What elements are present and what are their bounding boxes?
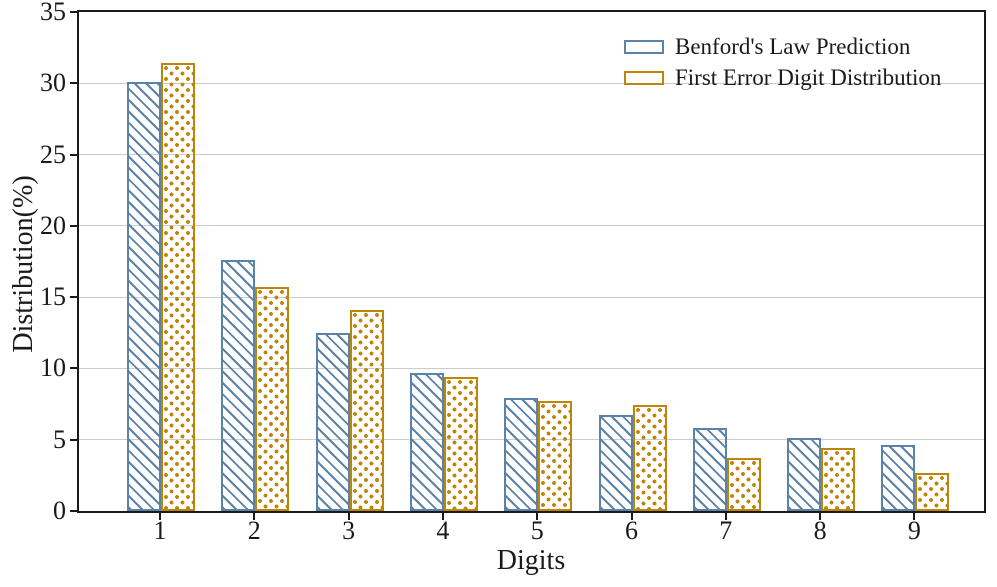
legend-item-benford: Benford's Law Prediction: [624, 35, 941, 59]
bar-benford-digit-5: [504, 398, 539, 511]
y-tick-10: [70, 367, 77, 370]
y-tick-35: [70, 11, 77, 13]
bar-benford-digit-3: [315, 332, 350, 511]
bar-benford-digit-1: [127, 81, 161, 511]
x-tick-9: [913, 513, 916, 520]
legend: Benford's Law Prediction First Error Dig…: [624, 35, 941, 90]
bar-benford-digit-2: [221, 260, 256, 511]
x-axis-label: Digits: [496, 545, 566, 576]
x-tick-label-6: 6: [625, 516, 638, 545]
y-tick-25: [70, 153, 77, 156]
bar-error-digit-digit-9: [915, 472, 950, 511]
x-tick-label-4: 4: [436, 516, 450, 545]
x-tick-3: [347, 513, 350, 520]
gridline-y-20: [79, 225, 984, 227]
x-tick-label-9: 9: [907, 516, 921, 545]
y-tick-label-0: 0: [53, 496, 66, 525]
legend-label-error-digit: First Error Digit Distribution: [675, 65, 942, 90]
plot-area: [77, 10, 986, 513]
y-tick-5: [70, 438, 77, 441]
y-tick-20: [70, 224, 77, 227]
y-axis-label: Distribution(%): [8, 175, 39, 353]
x-tick-label-2: 2: [247, 516, 261, 545]
x-tick-label-5: 5: [530, 516, 544, 545]
y-tick-label-30: 30: [40, 68, 66, 98]
bar-error-digit-digit-8: [821, 448, 856, 511]
x-tick-label-1: 1: [153, 516, 167, 545]
x-tick-2: [253, 513, 256, 520]
x-tick-label-3: 3: [342, 516, 356, 545]
bar-benford-digit-7: [692, 428, 727, 511]
x-tick-label-7: 7: [719, 516, 733, 545]
bar-error-digit-digit-6: [632, 405, 667, 511]
bar-error-digit-digit-1: [161, 63, 195, 511]
gridline-y-25: [79, 154, 984, 156]
y-tick-label-10: 10: [40, 353, 66, 383]
gridline-y-15: [79, 296, 984, 298]
x-tick-label-8: 8: [813, 516, 827, 545]
bar-benford-digit-6: [598, 415, 633, 511]
x-tick-6: [630, 513, 633, 520]
y-tick-label-35: 35: [40, 0, 66, 26]
bar-error-digit-digit-2: [255, 287, 290, 511]
y-tick-15: [70, 296, 77, 299]
bar-error-digit-digit-7: [726, 458, 761, 511]
y-tick-label-15: 15: [40, 282, 66, 312]
x-tick-1: [159, 513, 161, 520]
legend-swatch-diagonal-hatch-icon: [624, 40, 664, 54]
x-tick-5: [536, 513, 539, 520]
bar-error-digit-digit-4: [443, 376, 478, 511]
bar-benford-digit-9: [881, 445, 916, 511]
y-tick-30: [70, 82, 77, 85]
x-tick-8: [819, 513, 822, 520]
bar-error-digit-digit-5: [538, 401, 573, 511]
gridline-y-10: [79, 367, 984, 369]
y-tick-0: [70, 510, 77, 512]
bar-benford-digit-8: [787, 438, 822, 511]
bar-error-digit-digit-3: [349, 309, 384, 511]
y-tick-label-5: 5: [53, 424, 66, 454]
y-tick-label-20: 20: [40, 210, 66, 240]
legend-swatch-dot-hatch-icon: [624, 71, 664, 85]
x-tick-4: [441, 513, 444, 520]
x-tick-7: [724, 513, 727, 520]
gridline-y-30: [79, 82, 984, 84]
bar-benford-digit-4: [409, 372, 444, 511]
legend-label-benford: Benford's Law Prediction: [675, 34, 911, 59]
legend-item-error-digit: First Error Digit Distribution: [624, 66, 941, 90]
y-tick-label-25: 25: [40, 139, 66, 169]
